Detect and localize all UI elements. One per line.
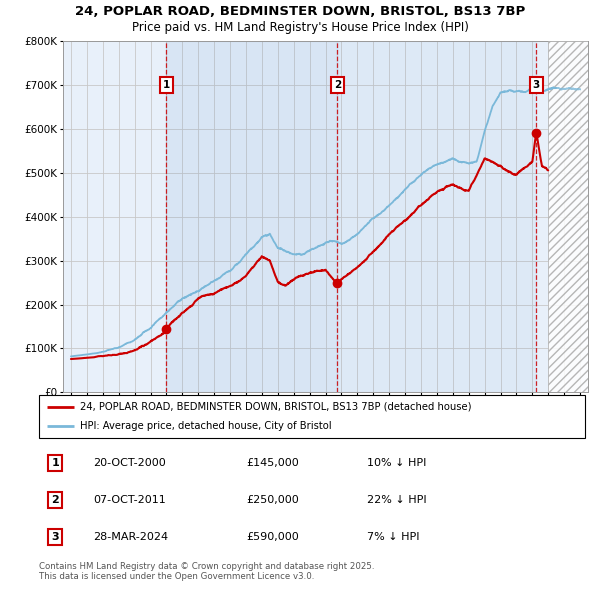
Text: 24, POPLAR ROAD, BEDMINSTER DOWN, BRISTOL, BS13 7BP: 24, POPLAR ROAD, BEDMINSTER DOWN, BRISTO…: [75, 5, 525, 18]
Text: 22% ↓ HPI: 22% ↓ HPI: [367, 495, 426, 505]
Text: 2: 2: [334, 80, 341, 90]
Text: 7% ↓ HPI: 7% ↓ HPI: [367, 532, 419, 542]
Text: 1: 1: [163, 80, 170, 90]
Bar: [548, 41, 588, 392]
Text: 07-OCT-2011: 07-OCT-2011: [94, 495, 166, 505]
Text: £250,000: £250,000: [247, 495, 299, 505]
Text: £145,000: £145,000: [247, 458, 299, 468]
Text: 24, POPLAR ROAD, BEDMINSTER DOWN, BRISTOL, BS13 7BP (detached house): 24, POPLAR ROAD, BEDMINSTER DOWN, BRISTO…: [80, 402, 472, 412]
Text: 1: 1: [52, 458, 59, 468]
Text: 28-MAR-2024: 28-MAR-2024: [94, 532, 169, 542]
Bar: [337, 41, 536, 392]
Bar: [166, 41, 337, 392]
Text: 2: 2: [52, 495, 59, 505]
Text: Contains HM Land Registry data © Crown copyright and database right 2025.
This d: Contains HM Land Registry data © Crown c…: [39, 562, 374, 581]
Text: Price paid vs. HM Land Registry's House Price Index (HPI): Price paid vs. HM Land Registry's House …: [131, 21, 469, 34]
Text: 3: 3: [52, 532, 59, 542]
Text: HPI: Average price, detached house, City of Bristol: HPI: Average price, detached house, City…: [80, 421, 332, 431]
Text: 20-OCT-2000: 20-OCT-2000: [94, 458, 166, 468]
Text: £590,000: £590,000: [247, 532, 299, 542]
Text: 3: 3: [533, 80, 540, 90]
Text: 10% ↓ HPI: 10% ↓ HPI: [367, 458, 426, 468]
